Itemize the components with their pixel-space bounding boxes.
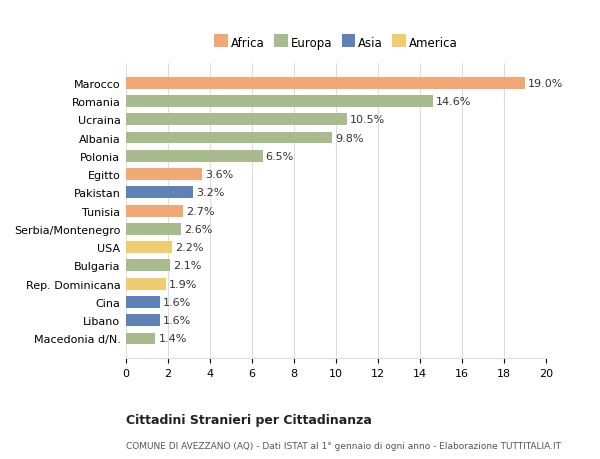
- Text: 1.6%: 1.6%: [163, 315, 191, 325]
- Bar: [126, 278, 166, 290]
- Text: 1.4%: 1.4%: [158, 334, 187, 344]
- Text: 19.0%: 19.0%: [528, 78, 563, 89]
- Bar: [126, 169, 202, 180]
- Text: COMUNE DI AVEZZANO (AQ) - Dati ISTAT al 1° gennaio di ogni anno - Elaborazione T: COMUNE DI AVEZZANO (AQ) - Dati ISTAT al …: [126, 441, 561, 450]
- Text: 2.6%: 2.6%: [184, 224, 212, 235]
- Bar: [126, 78, 525, 90]
- Bar: [126, 132, 332, 144]
- Text: 10.5%: 10.5%: [350, 115, 385, 125]
- Text: 1.9%: 1.9%: [169, 279, 197, 289]
- Text: 14.6%: 14.6%: [436, 97, 471, 107]
- Bar: [126, 314, 160, 326]
- Bar: [126, 260, 170, 272]
- Bar: [126, 96, 433, 108]
- Text: 2.7%: 2.7%: [186, 206, 214, 216]
- Legend: Africa, Europa, Asia, America: Africa, Europa, Asia, America: [212, 35, 460, 52]
- Bar: [126, 297, 160, 308]
- Bar: [126, 242, 172, 253]
- Bar: [126, 224, 181, 235]
- Text: 3.6%: 3.6%: [205, 170, 233, 179]
- Bar: [126, 151, 263, 162]
- Bar: [126, 114, 347, 126]
- Text: 9.8%: 9.8%: [335, 133, 364, 143]
- Text: 2.2%: 2.2%: [175, 243, 204, 252]
- Bar: [126, 333, 155, 345]
- Bar: [126, 205, 182, 217]
- Text: 2.1%: 2.1%: [173, 261, 202, 271]
- Text: 6.5%: 6.5%: [266, 151, 294, 162]
- Text: Cittadini Stranieri per Cittadinanza: Cittadini Stranieri per Cittadinanza: [126, 413, 372, 426]
- Bar: [126, 187, 193, 199]
- Text: 3.2%: 3.2%: [196, 188, 225, 198]
- Text: 1.6%: 1.6%: [163, 297, 191, 307]
